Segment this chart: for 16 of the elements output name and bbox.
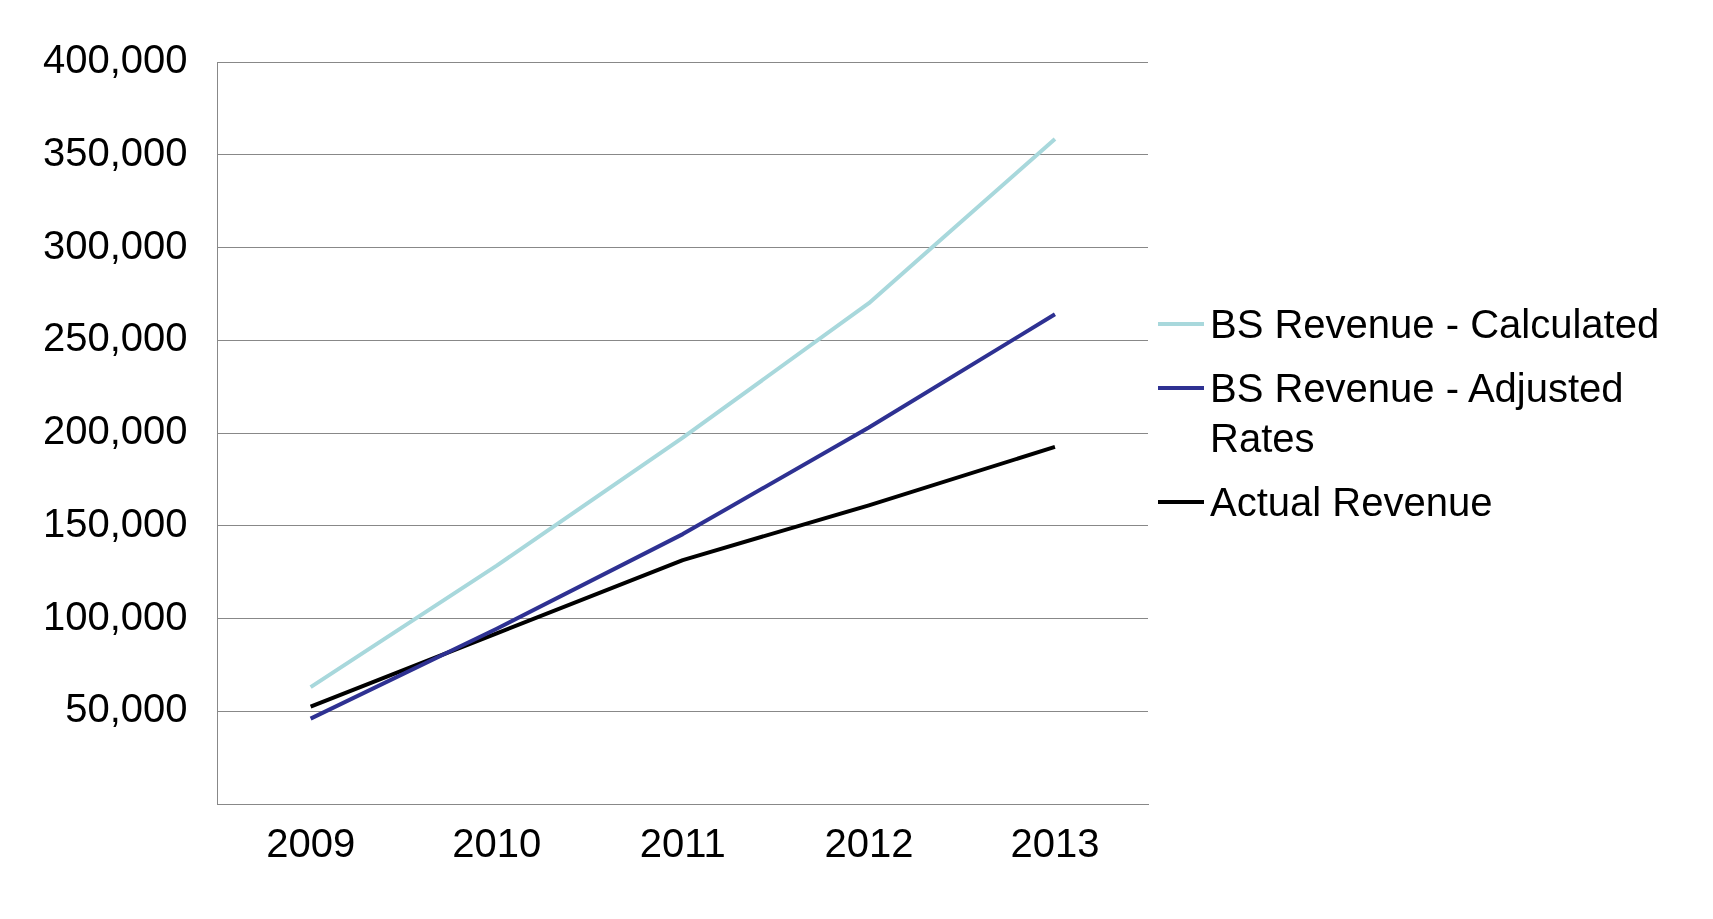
x-tick-label: 2012 [824, 821, 914, 866]
legend-label: BS Revenue - Adjusted Rates [1210, 365, 1625, 462]
legend-label: BS Revenue - Calculated [1210, 301, 1660, 348]
x-tick-label: 2009 [266, 821, 356, 866]
y-tick-label: 200,000 [43, 408, 188, 453]
x-tick-label: 2011 [639, 821, 726, 866]
legend-label: Actual Revenue [1210, 479, 1493, 526]
x-tick-label: 2010 [452, 821, 542, 866]
y-tick-label: 150,000 [43, 500, 188, 545]
y-tick-label: 250,000 [43, 315, 188, 360]
y-tick-label: 50,000 [65, 686, 188, 731]
y-tick-label: 100,000 [43, 593, 188, 638]
y-tick-label: 300,000 [43, 222, 188, 267]
y-tick-label: 400,000 [43, 37, 188, 82]
x-tick-label: 2013 [1010, 821, 1100, 866]
y-tick-label: 350,000 [43, 129, 188, 174]
